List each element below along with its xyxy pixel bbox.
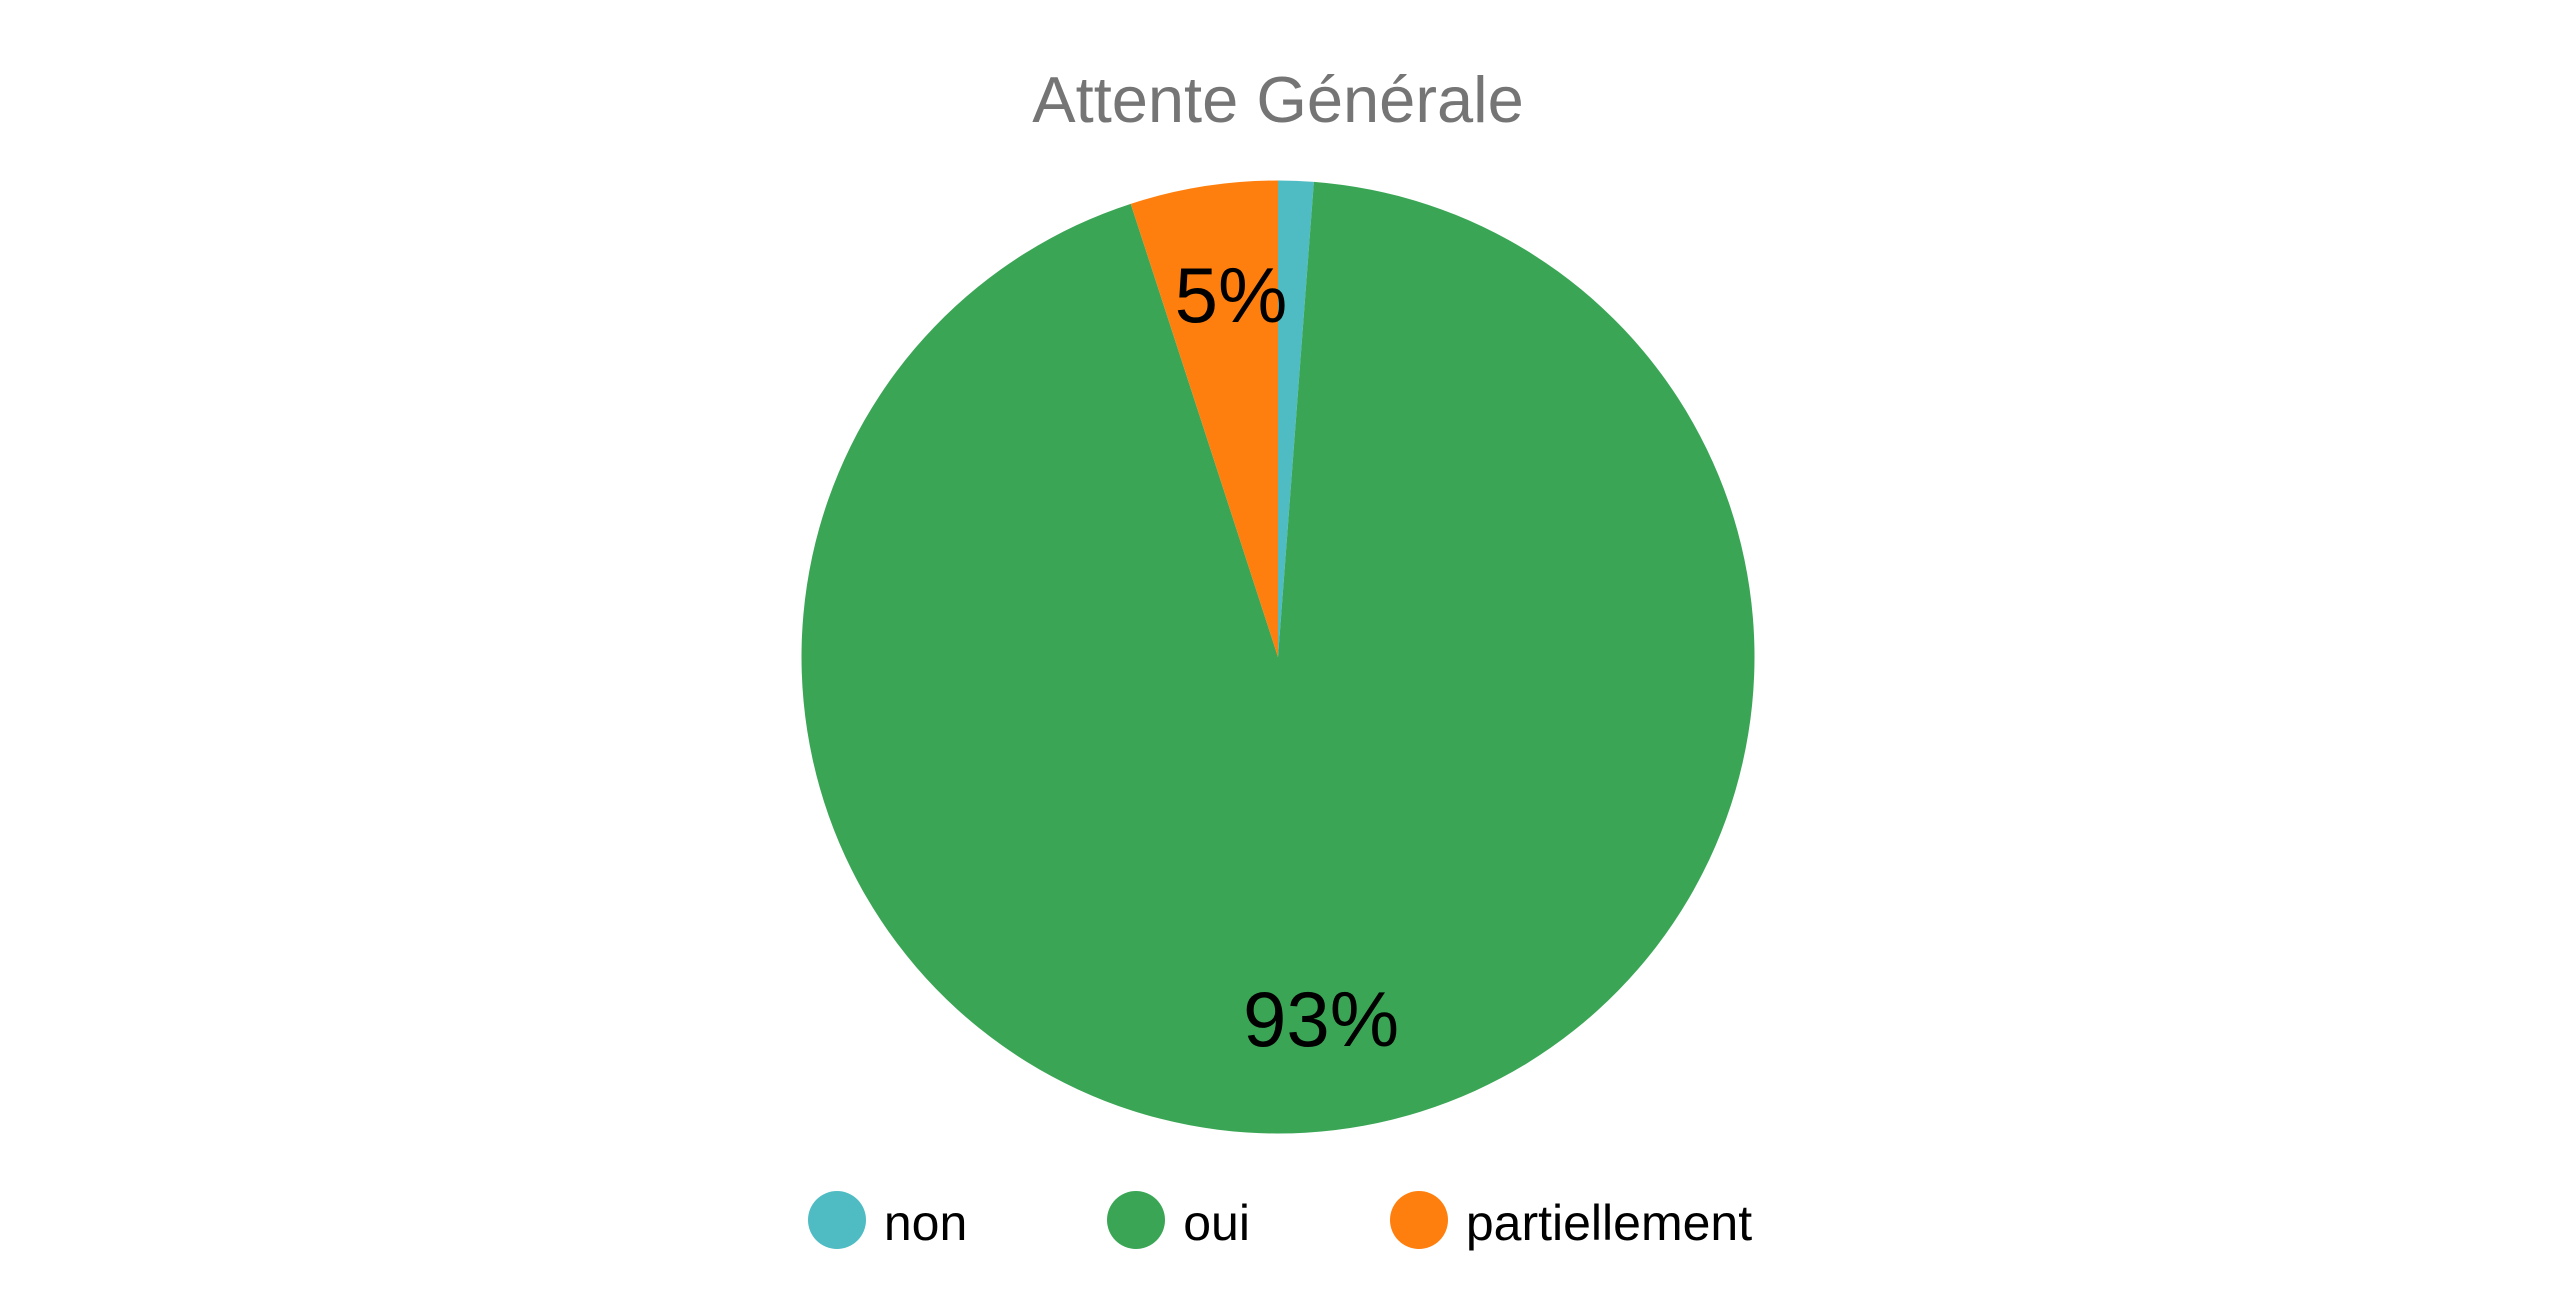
svg-text:93%: 93%	[1243, 975, 1399, 1063]
svg-text:5%: 5%	[1175, 251, 1288, 339]
